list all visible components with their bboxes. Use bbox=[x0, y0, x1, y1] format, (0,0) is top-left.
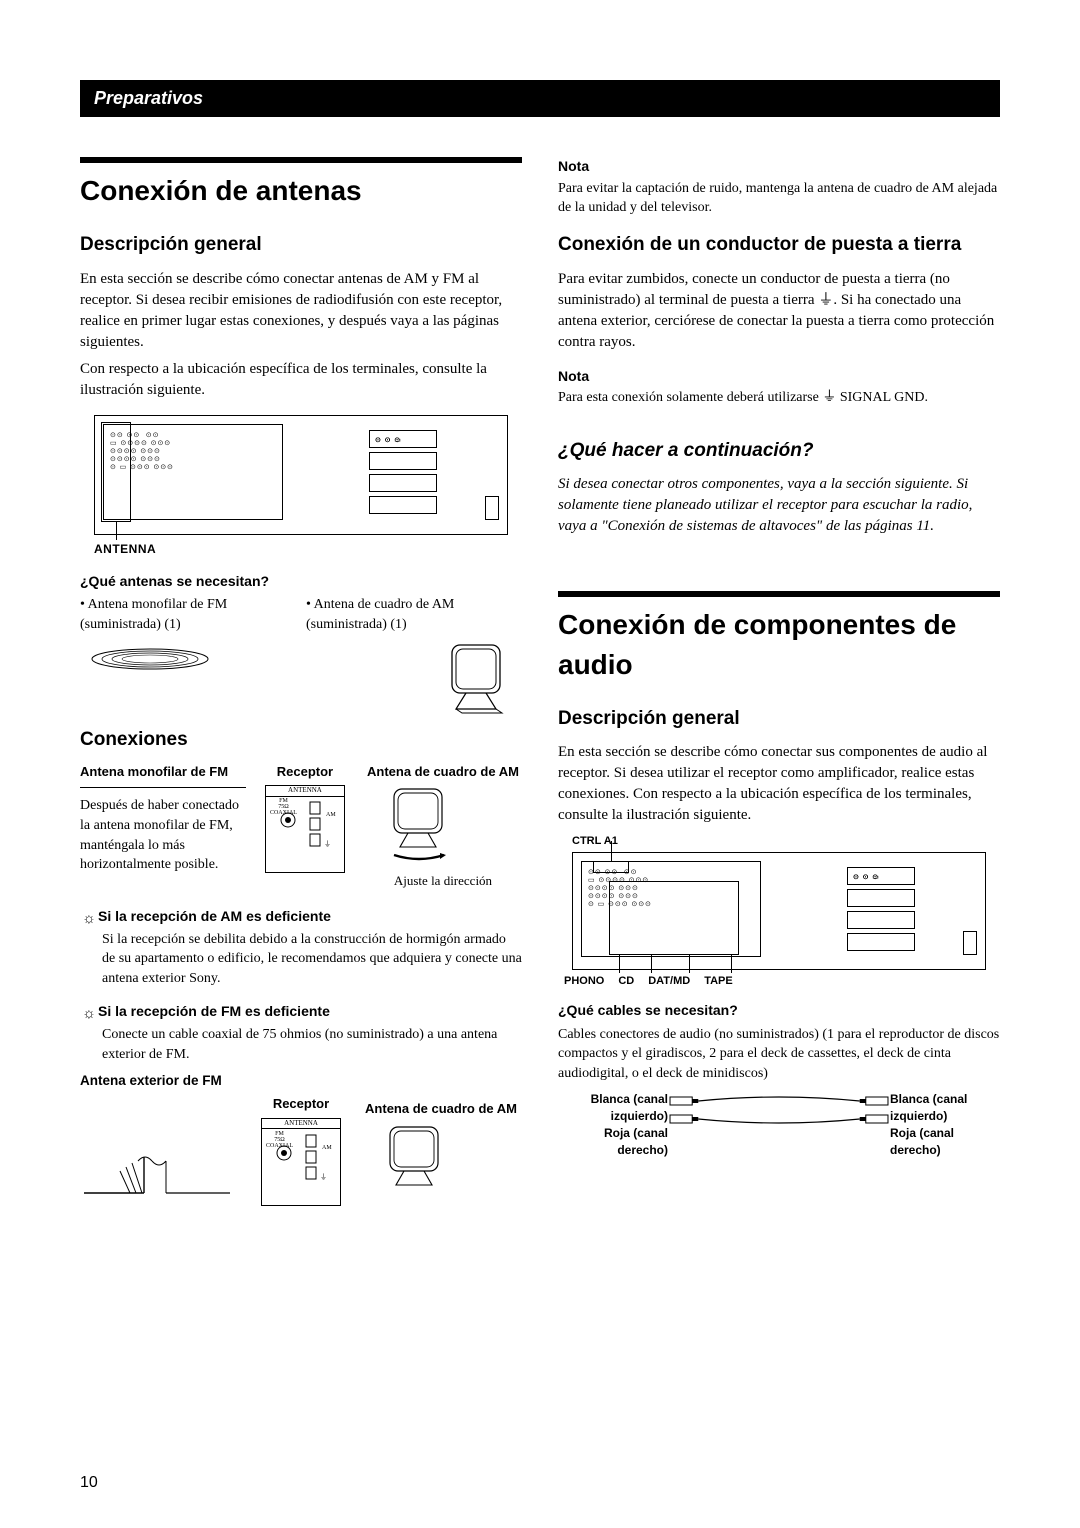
desc-p1: En esta sección se describe cómo conecta… bbox=[80, 269, 522, 353]
heading-conexiones: Conexiones bbox=[80, 727, 522, 754]
svg-text:⏚: ⏚ bbox=[324, 840, 331, 848]
audio-callouts: PHONO CD DAT/MD TAPE bbox=[564, 974, 1000, 989]
nota2-text: Para esta conexión solamente deberá util… bbox=[558, 388, 1000, 408]
heading-desc-audio: Descripción general bbox=[558, 706, 1000, 733]
ground-p: Para evitar zumbidos, conecte un conduct… bbox=[558, 269, 1000, 353]
bullet-fm: Antena monofilar de FM (suministrada) (1… bbox=[80, 595, 296, 634]
svg-text:AM: AM bbox=[326, 812, 336, 818]
tip-icon: ☼ bbox=[80, 1004, 98, 1025]
label-fm-antenna: Antena monofilar de FM bbox=[80, 763, 246, 781]
label-am-antenna-2: Antena de cuadro de AM bbox=[360, 1100, 522, 1118]
am-loop-icon-3 bbox=[360, 1123, 470, 1199]
tip2-head: Si la recepción de FM es deficiente bbox=[98, 1003, 330, 1019]
heading-next: ¿Qué hacer a continuación? bbox=[558, 438, 1000, 465]
receiver-back-diagram-2: ⊙⊙ ⊙⊙ ⊙⊙▭ ⊙⊙⊙⊙ ⊙⊙⊙⊙⊙⊙⊙ ⊙⊙⊙⊙⊙⊙⊙ ⊙⊙⊙⊙ ▭ ⊙⊙… bbox=[572, 852, 986, 970]
svg-text:AM: AM bbox=[322, 1145, 332, 1151]
outdoor-fm-icon bbox=[80, 1153, 230, 1199]
section-header: Preparativos bbox=[80, 80, 1000, 117]
q-cables: ¿Qué cables se necesitan? bbox=[558, 1001, 1000, 1021]
q-antennas: ¿Qué antenas se necesitan? bbox=[80, 572, 522, 592]
title-audio: Conexión de componentes de audio bbox=[558, 605, 1000, 683]
ctrl-label: CTRL A1 bbox=[572, 834, 1000, 849]
heading-descripcion-general: Descripción general bbox=[80, 232, 522, 259]
nota1-label: Nota bbox=[558, 157, 1000, 177]
desc-audio-p: En esta sección se describe cómo conecta… bbox=[558, 742, 1000, 826]
adjust-caption: Ajuste la dirección bbox=[364, 872, 522, 890]
cables-p: Cables conectores de audio (no suministr… bbox=[558, 1025, 1000, 1084]
rca-diagram: Blanca (canal izquierdo) Roja (canal der… bbox=[558, 1091, 1000, 1158]
left-column: Conexión de antenas Descripción general … bbox=[80, 157, 522, 1205]
nota1-text: Para evitar la captación de ruido, mante… bbox=[558, 179, 1000, 218]
label-receptor-2: Receptor bbox=[246, 1095, 356, 1113]
next-body: Si desea conectar otros componentes, vay… bbox=[558, 474, 1000, 537]
title-conexion-antenas: Conexión de antenas bbox=[80, 171, 522, 210]
nota2-label: Nota bbox=[558, 367, 1000, 387]
am-loop-icon bbox=[432, 639, 522, 715]
tip2-body: Conecte un cable coaxial de 75 ohmios (n… bbox=[102, 1025, 522, 1064]
tip-icon: ☼ bbox=[80, 909, 98, 930]
bullet-am: Antena de cuadro de AM (suministrada) (1… bbox=[306, 595, 522, 634]
tip1-head: Si la recepción de AM es deficiente bbox=[98, 908, 331, 924]
antenna-callout: ANTENNA bbox=[94, 541, 522, 558]
ext-fm-head: Antena exterior de FM bbox=[80, 1072, 522, 1091]
antenna-terminal-block-2: ANTENNA FM75ΩCOAXIAL AM ⏚ bbox=[261, 1118, 341, 1206]
svg-text:⏚: ⏚ bbox=[320, 1173, 327, 1181]
heading-ground: Conexión de un conductor de puesta a tie… bbox=[558, 232, 1000, 259]
tip1-body: Si la recepción se debilita debido a la … bbox=[102, 930, 522, 989]
right-column: Nota Para evitar la captación de ruido, … bbox=[558, 157, 1000, 1205]
label-am-antenna: Antena de cuadro de AM bbox=[364, 763, 522, 781]
am-loop-icon-2 bbox=[364, 785, 474, 865]
page-number: 10 bbox=[80, 1472, 98, 1494]
receiver-back-diagram: ⊙⊙ ⊙⊙ ⊙⊙▭ ⊙⊙⊙⊙ ⊙⊙⊙⊙⊙⊙⊙ ⊙⊙⊙⊙⊙⊙⊙ ⊙⊙⊙⊙ ▭ ⊙⊙… bbox=[94, 415, 508, 535]
label-receptor: Receptor bbox=[250, 763, 360, 781]
antenna-terminal-block: ANTENNA FM75ΩCOAXIAL AM ⏚ bbox=[265, 785, 345, 873]
desc-p2: Con respecto a la ubicación específica d… bbox=[80, 359, 522, 401]
fm-wire-icon bbox=[80, 639, 220, 679]
fm-note: Después de haber conectado la antena mon… bbox=[80, 796, 246, 874]
